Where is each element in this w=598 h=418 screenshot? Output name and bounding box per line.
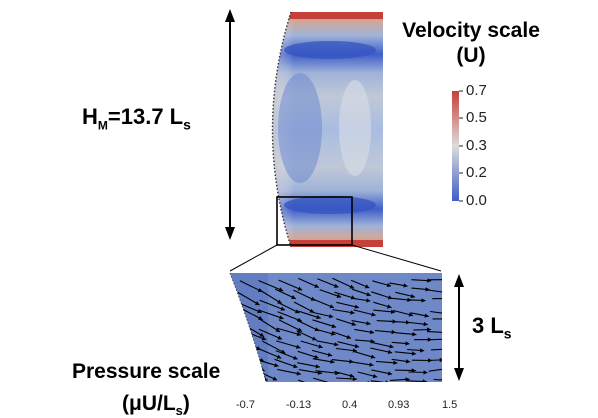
velocity-arrow-head (444, 296, 448, 300)
velocity-arrow-head (442, 367, 446, 371)
velocity-tick: 0.5 (466, 109, 487, 126)
velocity-arrow-head (448, 378, 452, 382)
pressure-tick: 0.4 (342, 399, 357, 411)
velocity-tick: 0.3 (466, 137, 487, 154)
pressure-scale-title: Pressure scale (72, 360, 220, 384)
velocity-colorbar (452, 91, 463, 201)
velocity-arrow-head (443, 330, 447, 334)
velocity-arrow-shaft (255, 383, 277, 392)
velocity-arrow-head (273, 388, 278, 392)
velocity-arrow-head (442, 290, 446, 294)
velocity-arrow-head (296, 386, 301, 390)
height-label: HM=13.7 Ls (82, 104, 191, 132)
velocity-arrow-head (447, 347, 451, 351)
width-label: 3 Ls (472, 313, 512, 341)
velocity-arrow-head (257, 385, 262, 389)
velocity-scale-title: Velocity scale (U) (390, 18, 552, 68)
velocity-arrow-head (445, 278, 449, 282)
velocity-arrow-shaft (239, 379, 262, 389)
pressure-tick: 0.93 (388, 399, 409, 411)
velocity-arrow-head (446, 317, 450, 321)
pressure-scale-units: (μU/Ls) (122, 392, 190, 418)
pressure-tick: -0.7 (236, 399, 255, 411)
velocity-tick: 0.7 (466, 82, 487, 99)
velocity-arrow-head (332, 382, 337, 386)
velocity-field (250, 12, 383, 247)
pressure-tick: 1.5 (442, 399, 457, 411)
velocity-arrow-head (445, 311, 449, 315)
velocity-tick: 0.2 (466, 164, 487, 181)
velocity-tick: 0.0 (466, 192, 487, 209)
velocity-arrow-shaft (426, 339, 446, 340)
velocity-arrow-head (314, 384, 319, 388)
width-arrow (454, 274, 464, 381)
pressure-tick: -0.13 (286, 399, 311, 411)
velocity-arrow-shaft (276, 383, 301, 389)
pressure-field (228, 272, 452, 393)
height-arrow (225, 9, 235, 240)
velocity-arrow-head (442, 337, 446, 341)
